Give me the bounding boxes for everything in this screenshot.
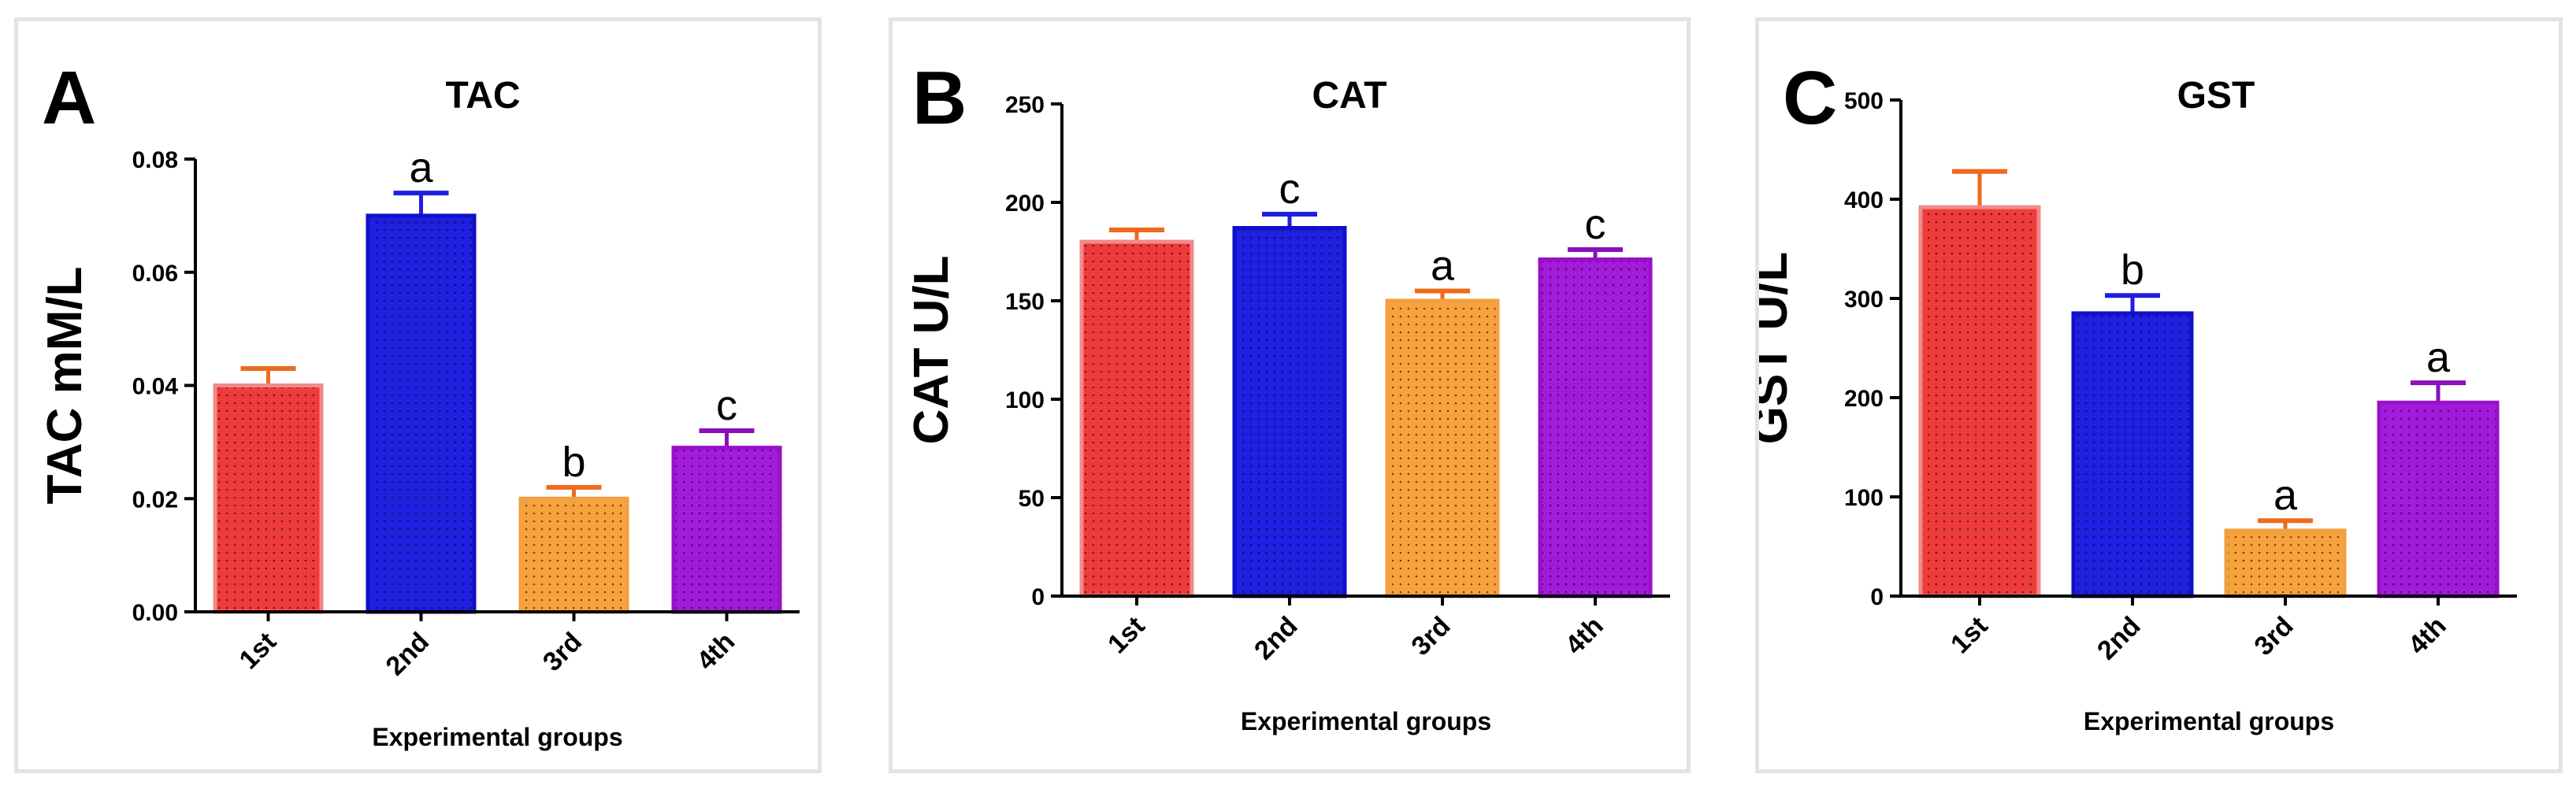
significance-letter: a [2426,334,2451,381]
bar [518,496,629,614]
significance-letter: a [1431,243,1455,290]
y-tick-label: 150 [1005,289,1045,315]
x-tick-label: 2nd [1249,611,1304,666]
chart-panel-gst: C GST GST U/L 1st b 2nd a 3rd a 4th 0 100 200 300 400 5… [1755,17,2563,773]
x-tick-label: 4th [2403,611,2452,661]
y-tick-label: 0.04 [132,374,179,400]
chart-title: TAC [445,75,520,117]
bar [213,383,324,614]
y-tick-label: 0 [1031,584,1045,610]
bar [1918,205,2041,598]
significance-letter: a [2273,472,2298,519]
x-tick-label: 4th [1560,611,1609,661]
chart-panel-cat: B CAT CAT U/L 1st c 2nd a 3rd c 4th 0 50 100 150 200 25… [889,17,1691,773]
chart-svg-cat: B CAT CAT U/L 1st c 2nd a 3rd c 4th 0 50 100 150 200 25… [904,56,1670,735]
bar [1385,298,1500,598]
bar [1232,226,1347,598]
bar [2224,528,2347,598]
y-tick-label: 0.06 [132,261,178,287]
x-axis-label: Experimental groups [2084,707,2334,735]
y-axis-label: TAC mM/L [38,267,92,505]
y-tick-label: 500 [1844,88,1884,114]
significance-letter: c [1279,165,1301,213]
chart-panel-tac: A TAC TAC mM/L 1st a 2nd b 3rd c 4th 0.00 0.02 0.04 0… [14,17,822,773]
y-tick-label: 0.08 [132,147,178,173]
significance-letter: b [562,439,585,486]
significance-letter: a [409,144,433,191]
chart-title: GST [2177,75,2255,117]
bar [1079,239,1194,598]
significance-letter: c [716,382,737,429]
y-tick-label: 100 [1844,485,1884,511]
x-tick-label: 1st [1945,611,1994,660]
x-tick-label: 4th [691,627,741,676]
bar [2071,311,2194,598]
y-tick-label: 400 [1844,187,1884,213]
y-tick-label: 0.00 [132,600,178,626]
panel-letter: C [1783,56,1837,140]
y-axis-label: CAT U/L [904,256,959,445]
panel-letter: B [912,56,967,140]
chart-svg-gst: C GST GST U/L 1st b 2nd a 3rd a 4th 0 100 200 300 400 5… [1759,56,2517,735]
x-axis-label: Experimental groups [372,723,622,751]
y-tick-label: 0.02 [132,487,178,513]
y-tick-label: 250 [1005,92,1045,118]
panel-letter: A [42,56,96,140]
y-tick-label: 50 [1019,486,1045,512]
chart-svg-tac: A TAC TAC mM/L 1st a 2nd b 3rd c 4th 0.00 0.02 0.04 0… [38,56,800,751]
bar [1538,257,1653,598]
x-tick-label: 1st [1102,611,1151,660]
y-tick-label: 300 [1844,287,1884,313]
x-tick-label: 2nd [2092,611,2147,666]
significance-letter: c [1585,201,1606,248]
y-axis-label: GST U/L [1759,252,1798,445]
chart-title: CAT [1312,75,1386,117]
bar [2377,400,2500,598]
x-tick-label: 3rd [537,627,588,677]
x-tick-label: 1st [234,627,283,676]
x-tick-label: 3rd [1405,611,1456,661]
bar [671,446,782,614]
y-tick-label: 200 [1005,191,1045,217]
y-tick-label: 100 [1005,387,1045,413]
x-axis-label: Experimental groups [1241,707,1491,735]
significance-letter: b [2121,246,2144,294]
x-tick-label: 3rd [2248,611,2299,661]
bar [366,213,477,614]
y-tick-label: 200 [1844,386,1884,412]
y-tick-label: 0 [1870,584,1884,610]
x-tick-label: 2nd [380,627,436,682]
